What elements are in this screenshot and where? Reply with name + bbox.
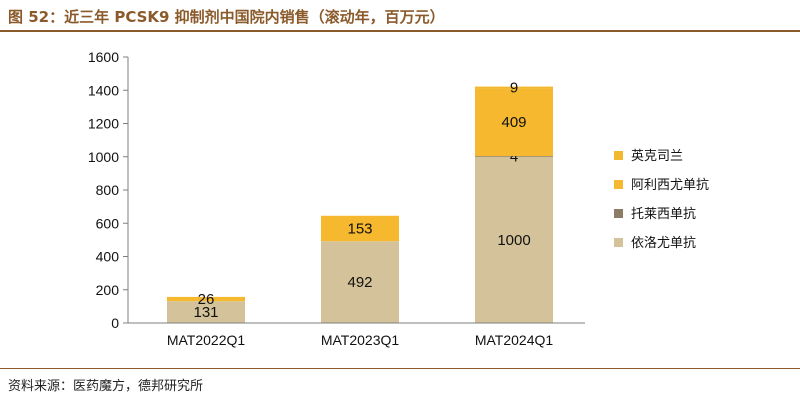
data-label: 4 xyxy=(510,148,518,165)
data-label: 492 xyxy=(347,274,372,291)
y-tick-label: 1000 xyxy=(88,149,119,165)
bar-segment xyxy=(321,241,399,323)
y-tick-label: 400 xyxy=(96,249,120,265)
y-tick-label: 1600 xyxy=(88,49,119,65)
data-label: 131 xyxy=(193,304,218,321)
data-label: 1000 xyxy=(497,232,530,249)
source-divider xyxy=(0,368,800,369)
source-note: 资料来源：医药魔方，德邦研究所 xyxy=(8,379,204,394)
legend-label: 依洛尤单抗 xyxy=(631,236,696,251)
y-tick-label: 800 xyxy=(96,182,120,198)
y-tick-label: 0 xyxy=(111,315,119,331)
legend-swatch xyxy=(614,151,623,160)
bar-segment xyxy=(475,88,553,157)
legend-swatch xyxy=(614,238,623,247)
bar-segment xyxy=(475,156,553,157)
x-tick-label: MAT2022Q1 xyxy=(167,332,246,348)
data-label: 9 xyxy=(510,79,518,96)
chart-title: 图 52：近三年 PCSK9 抑制剂中国院内销售（滚动年，百万元） xyxy=(8,8,445,26)
legend-label: 托莱西单抗 xyxy=(631,207,696,222)
y-tick-label: 1400 xyxy=(88,82,119,98)
y-tick-label: 200 xyxy=(96,282,120,298)
legend-swatch xyxy=(614,209,623,218)
legend-label: 阿利西尤单抗 xyxy=(631,178,709,193)
data-label: 409 xyxy=(501,114,526,131)
bar-segment xyxy=(167,301,245,323)
title-divider xyxy=(0,30,800,32)
data-label: 153 xyxy=(347,220,372,237)
legend-swatch xyxy=(614,180,623,189)
bar-segment xyxy=(475,156,553,323)
y-tick-label: 600 xyxy=(96,215,120,231)
data-label: 26 xyxy=(198,291,215,308)
bar-segment xyxy=(167,296,245,302)
bar-segment xyxy=(475,86,553,89)
y-tick-label: 1200 xyxy=(88,116,119,132)
x-tick-label: MAT2023Q1 xyxy=(321,332,400,348)
x-tick-label: MAT2024Q1 xyxy=(475,332,554,348)
bar-segment xyxy=(321,215,399,242)
legend-label: 英克司兰 xyxy=(631,149,683,164)
